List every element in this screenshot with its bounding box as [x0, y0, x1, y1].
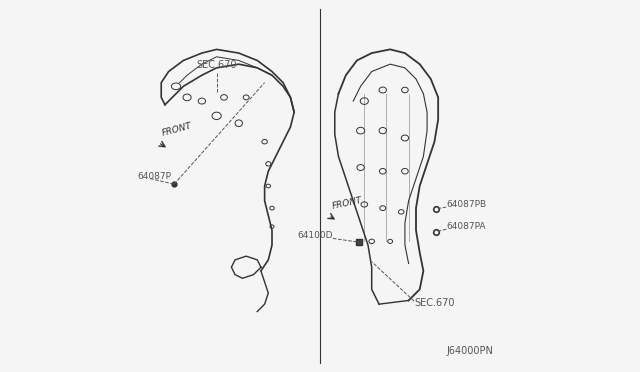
- Text: SEC.670: SEC.670: [196, 60, 237, 70]
- Text: SEC.670: SEC.670: [414, 298, 454, 308]
- Text: J64000PN: J64000PN: [447, 346, 493, 356]
- Text: 64087P: 64087P: [137, 171, 172, 181]
- Text: 64087PA: 64087PA: [446, 222, 486, 231]
- Text: 64087PB: 64087PB: [446, 200, 486, 209]
- Text: FRONT: FRONT: [331, 196, 363, 211]
- Text: FRONT: FRONT: [161, 121, 193, 138]
- Text: 64100D: 64100D: [298, 231, 333, 240]
